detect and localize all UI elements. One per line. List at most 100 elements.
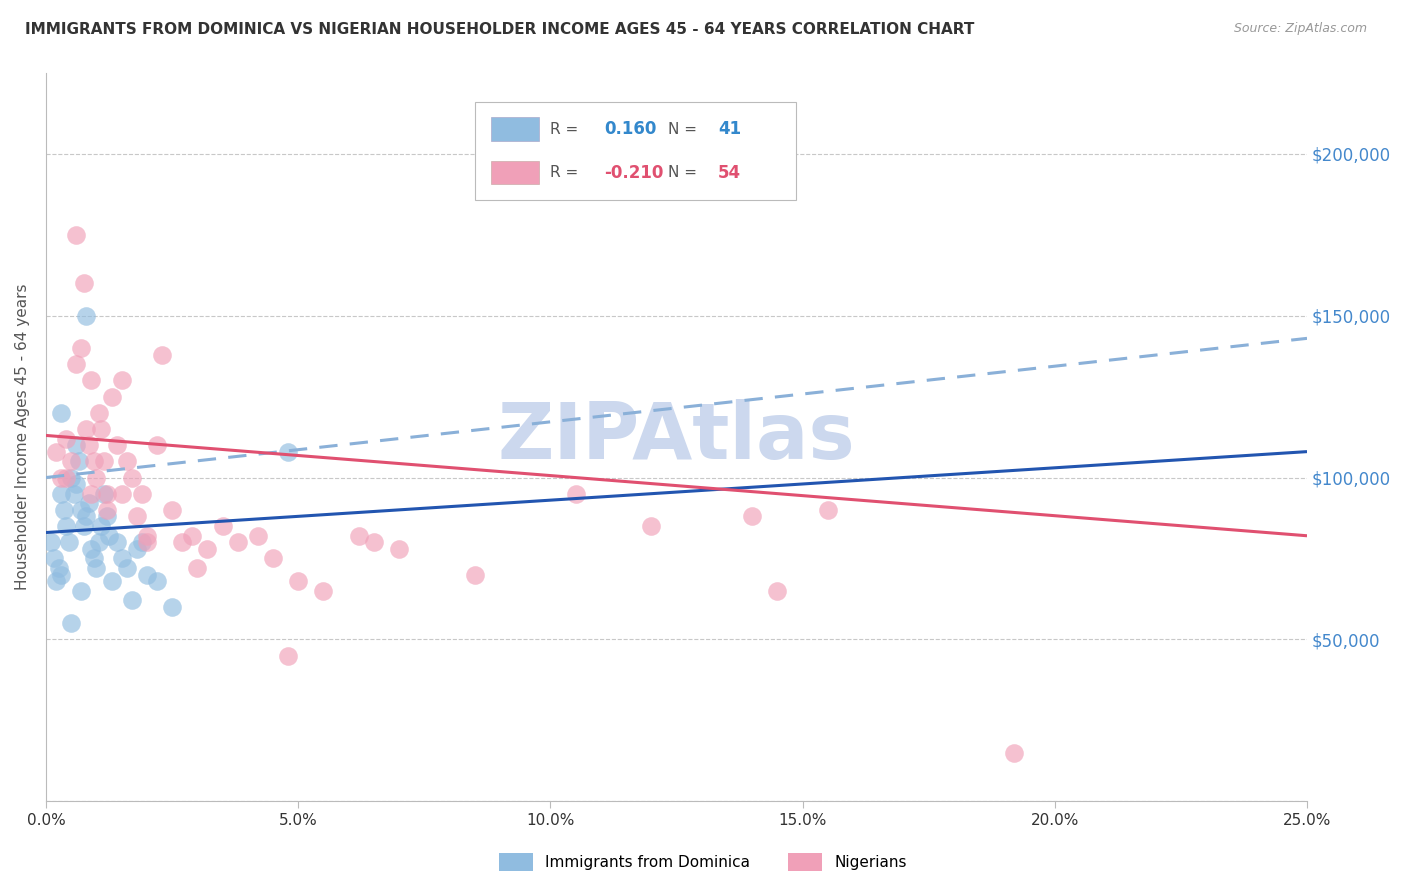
Point <box>70 583 93 598</box>
Point <box>55 470 77 484</box>
Point <box>312 583 335 598</box>
Point <box>42 551 65 566</box>
Text: IMMIGRANTS FROM DOMINICA VS NIGERIAN HOUSEHOLDER INCOME AGES 45 - 64 YEARS CORRE: IMMIGRANTS FROM DOMINICA VS NIGERIAN HOU… <box>25 22 974 37</box>
Point <box>65 438 87 452</box>
Point <box>60 470 83 484</box>
Point <box>160 503 183 517</box>
Point <box>77 438 100 452</box>
Point <box>86 470 108 484</box>
Point <box>115 454 138 468</box>
Point <box>49 486 72 500</box>
Text: N =: N = <box>668 165 696 180</box>
Text: 41: 41 <box>718 120 741 138</box>
Point <box>181 529 204 543</box>
Text: ZIPAtlas: ZIPAtlas <box>498 399 855 475</box>
Point <box>48 561 70 575</box>
Point <box>363 535 385 549</box>
Text: 54: 54 <box>718 164 741 182</box>
Point <box>65 477 87 491</box>
Point <box>80 486 103 500</box>
Point <box>39 535 62 549</box>
Point <box>93 486 115 500</box>
Bar <box>491 161 538 185</box>
Point <box>131 486 153 500</box>
Point <box>226 535 249 549</box>
Point <box>80 373 103 387</box>
Point <box>70 503 93 517</box>
Point <box>90 422 112 436</box>
Point <box>135 529 157 543</box>
Point <box>135 567 157 582</box>
Point <box>45 574 67 588</box>
Point <box>146 438 169 452</box>
Point <box>640 519 662 533</box>
Point <box>817 503 839 517</box>
Legend: Immigrants from Dominica, Nigerians: Immigrants from Dominica, Nigerians <box>494 847 912 877</box>
Point <box>105 535 128 549</box>
Point <box>49 567 72 582</box>
Point <box>111 486 134 500</box>
Point <box>65 357 87 371</box>
Point <box>186 561 208 575</box>
Point <box>83 454 105 468</box>
Point <box>111 373 134 387</box>
Point <box>77 496 100 510</box>
Point <box>125 509 148 524</box>
Point <box>45 444 67 458</box>
Point <box>146 574 169 588</box>
Text: R =: R = <box>550 165 579 180</box>
Point <box>70 341 93 355</box>
FancyBboxPatch shape <box>475 102 796 201</box>
Point <box>1004 746 1026 760</box>
Point <box>96 503 118 517</box>
Point <box>75 509 97 524</box>
Point <box>65 227 87 242</box>
Point <box>388 541 411 556</box>
Point <box>49 406 72 420</box>
Point <box>105 438 128 452</box>
Text: 0.160: 0.160 <box>605 120 657 138</box>
Point <box>172 535 194 549</box>
Point <box>564 486 586 500</box>
Point <box>246 529 269 543</box>
Point <box>90 519 112 533</box>
Point <box>52 503 75 517</box>
Point <box>60 454 83 468</box>
Point <box>211 519 233 533</box>
Point <box>75 422 97 436</box>
Point <box>80 541 103 556</box>
Point <box>49 470 72 484</box>
Point <box>96 486 118 500</box>
Point <box>277 444 299 458</box>
Point <box>73 277 96 291</box>
Point <box>100 574 122 588</box>
Point <box>83 551 105 566</box>
Point <box>150 347 173 361</box>
Bar <box>491 118 538 141</box>
Point <box>115 561 138 575</box>
Point <box>121 470 143 484</box>
Point <box>96 509 118 524</box>
Point <box>347 529 370 543</box>
Point <box>262 551 284 566</box>
Point <box>67 454 90 468</box>
Point <box>87 535 110 549</box>
Text: N =: N = <box>668 121 696 136</box>
Point <box>55 432 77 446</box>
Point <box>60 616 83 631</box>
Point <box>287 574 309 588</box>
Point <box>131 535 153 549</box>
Point <box>98 529 121 543</box>
Point <box>55 519 77 533</box>
Point <box>111 551 134 566</box>
Point <box>197 541 219 556</box>
Text: Source: ZipAtlas.com: Source: ZipAtlas.com <box>1233 22 1367 36</box>
Point <box>87 406 110 420</box>
Point <box>93 454 115 468</box>
Point <box>121 593 143 607</box>
Point <box>741 509 763 524</box>
Point <box>464 567 486 582</box>
Point <box>86 561 108 575</box>
Point <box>277 648 299 663</box>
Y-axis label: Householder Income Ages 45 - 64 years: Householder Income Ages 45 - 64 years <box>15 284 30 591</box>
